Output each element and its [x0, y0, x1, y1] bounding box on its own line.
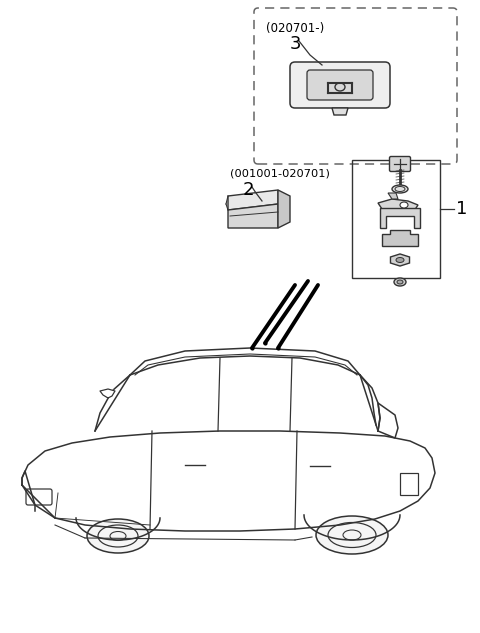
FancyBboxPatch shape [290, 62, 390, 108]
Text: 2: 2 [242, 181, 254, 199]
FancyBboxPatch shape [389, 156, 410, 172]
Polygon shape [228, 204, 278, 228]
Polygon shape [100, 389, 115, 398]
Ellipse shape [392, 185, 408, 193]
Polygon shape [278, 190, 290, 228]
Polygon shape [382, 230, 418, 246]
FancyBboxPatch shape [307, 70, 373, 100]
Bar [400, 473, 418, 495]
Polygon shape [332, 108, 348, 115]
Ellipse shape [87, 519, 149, 553]
Polygon shape [390, 254, 409, 266]
Text: 3: 3 [289, 35, 301, 53]
Bar [352, 160, 440, 278]
Polygon shape [228, 190, 278, 210]
Polygon shape [388, 193, 398, 199]
Ellipse shape [396, 258, 404, 263]
Text: (020701-): (020701-) [266, 22, 324, 35]
Polygon shape [378, 199, 418, 211]
Ellipse shape [394, 278, 406, 286]
Ellipse shape [400, 202, 408, 208]
Ellipse shape [397, 280, 403, 284]
Ellipse shape [316, 516, 388, 554]
Text: 1: 1 [456, 200, 468, 218]
Text: (001001-020701): (001001-020701) [230, 168, 330, 178]
Polygon shape [380, 208, 420, 228]
